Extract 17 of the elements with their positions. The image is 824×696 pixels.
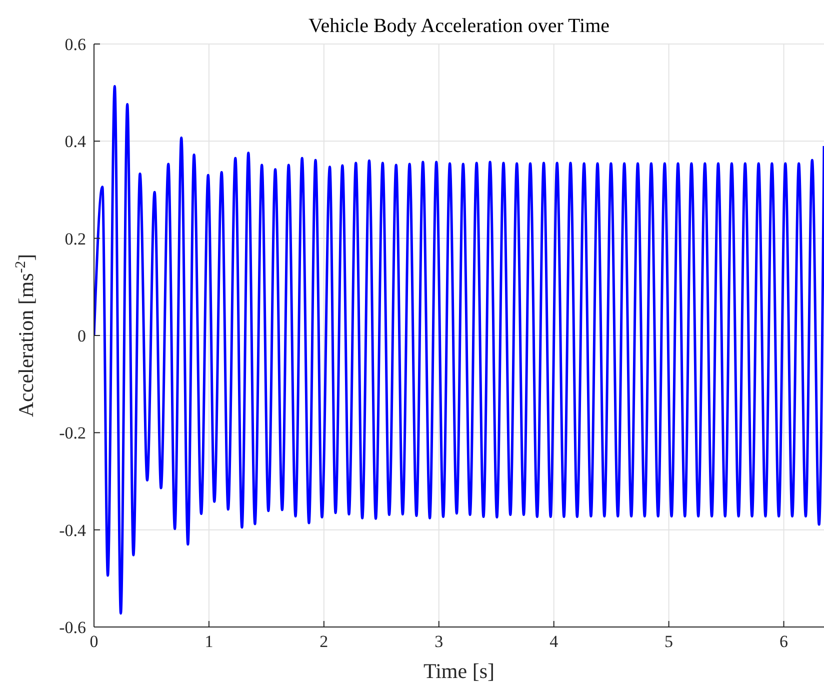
x-tick-label: 4 <box>550 632 559 651</box>
y-tick-label: 0.2 <box>64 229 86 248</box>
x-tick-label: 3 <box>434 632 444 651</box>
x-tick-label: 2 <box>320 632 328 651</box>
x-axis-title: Time [s] <box>424 659 494 683</box>
y-tick-label: -0.2 <box>59 424 86 443</box>
y-tick-label: -0.6 <box>59 618 86 637</box>
chart-title: Vehicle Body Acceleration over Time <box>308 15 610 37</box>
line-series <box>94 85 824 615</box>
x-tick-label: 6 <box>780 632 788 651</box>
y-tick-label: 0.6 <box>64 34 86 54</box>
x-tick-label: 5 <box>664 632 674 651</box>
y-tick-label: 0 <box>78 326 86 346</box>
x-tick-label: 1 <box>204 632 214 651</box>
y-tick-label: 0.4 <box>64 132 86 152</box>
y-tick-label: -0.4 <box>59 520 86 540</box>
x-tick-label: 0 <box>90 632 98 651</box>
